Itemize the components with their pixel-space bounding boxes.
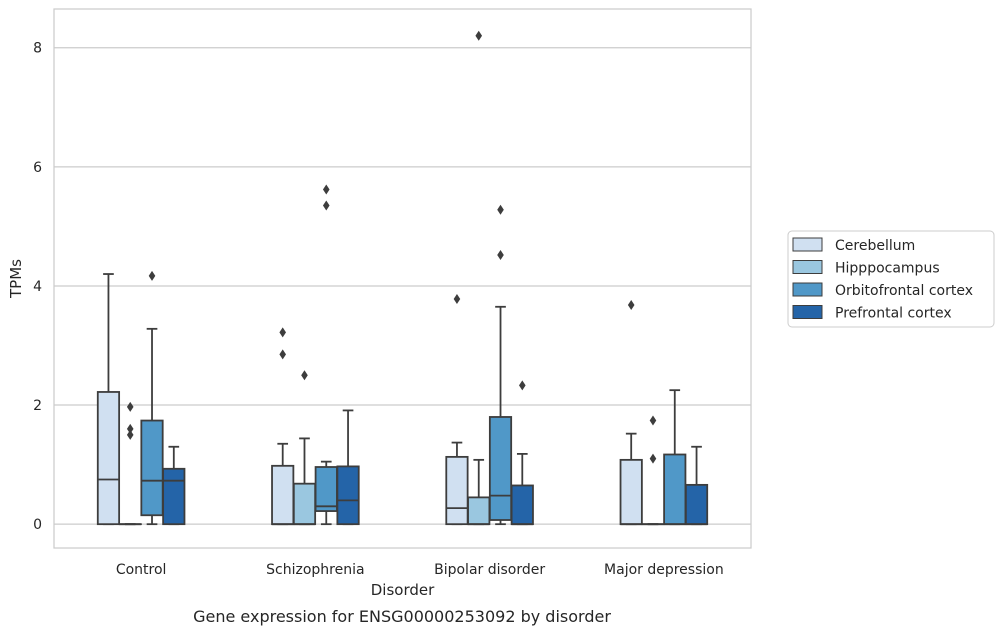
box-group [619,300,643,526]
box-group [96,273,121,526]
box [619,458,643,526]
outlier-point [126,401,134,412]
box-group [684,445,709,526]
figure-caption: Gene expression for ENSG00000253092 by d… [193,607,611,626]
box-group [140,270,164,526]
legend-item: Cerebellum [792,237,915,254]
outlier-point [279,327,287,338]
box [663,453,687,526]
legend-swatch [792,282,823,297]
x-tick-label: Schizophrenia [266,562,364,578]
y-tick-label: 6 [33,160,42,176]
box [140,419,164,517]
legend: Cerebellum Hipppocampus Orbitofrontal cort… [787,230,995,328]
legend-swatch [792,237,823,252]
outlier-point [497,204,504,215]
box-group [663,389,687,526]
legend-label: Prefrontal cortex [835,306,952,322]
box-group [510,380,534,526]
outlier-point [649,415,657,426]
legend-label: Hipppocampus [835,261,940,277]
legend-swatch [792,305,823,319]
box-group [641,415,665,526]
outlier-point [126,429,134,440]
legend-frame [787,230,995,328]
outlier-point [518,380,526,391]
y-tick-label: 0 [33,517,42,533]
box [684,483,709,526]
legend-item: Hipppocampus [792,260,940,277]
box-group [292,370,317,526]
plot-boxes [96,30,709,526]
outlier-point [148,270,156,281]
box [488,416,513,521]
box [314,466,338,512]
y-tick-label: 2 [33,398,42,414]
outlier-point [453,294,461,305]
box [336,465,360,526]
outlier-point [475,30,483,41]
box [96,391,121,526]
box-group [467,30,491,526]
plot-frame [53,8,752,549]
box [292,482,317,526]
box [510,484,534,526]
box [445,455,469,526]
outlier-point [497,249,504,260]
outlier-point [126,423,134,434]
box [271,464,295,526]
x-tick-label: Major depression [604,562,724,578]
x-axis-label: Disorder [371,581,435,599]
legend-label: Cerebellum [835,238,915,254]
legend-item: Orbitofrontal cortex [792,282,973,299]
box-group [488,204,513,526]
legend-item: Prefrontal cortex [792,305,952,322]
y-tick-label: 4 [33,279,42,295]
outlier-point [627,300,635,311]
axis-ticks: 0 2 4 6 8 Control Schizophrenia Bipolar disorde… [33,41,724,578]
box-group [271,327,295,526]
outlier-point [322,184,330,195]
box-group [162,445,186,526]
outlier-point [279,349,287,360]
y-axis-label: TPMs [7,259,25,299]
box-group [314,184,338,526]
box [162,467,186,526]
y-tick-label: 8 [33,41,42,57]
outlier-point [301,370,308,381]
box [467,496,491,526]
legend-label: Orbitofrontal cortex [835,283,973,299]
legend-swatch [792,260,823,274]
box-group [118,401,142,526]
box-group [445,294,469,526]
x-tick-label: Control [116,562,167,578]
outlier-point [649,453,657,464]
outlier-point [322,200,330,211]
box-group [336,409,360,526]
x-tick-label: Bipolar disorder [434,562,545,578]
